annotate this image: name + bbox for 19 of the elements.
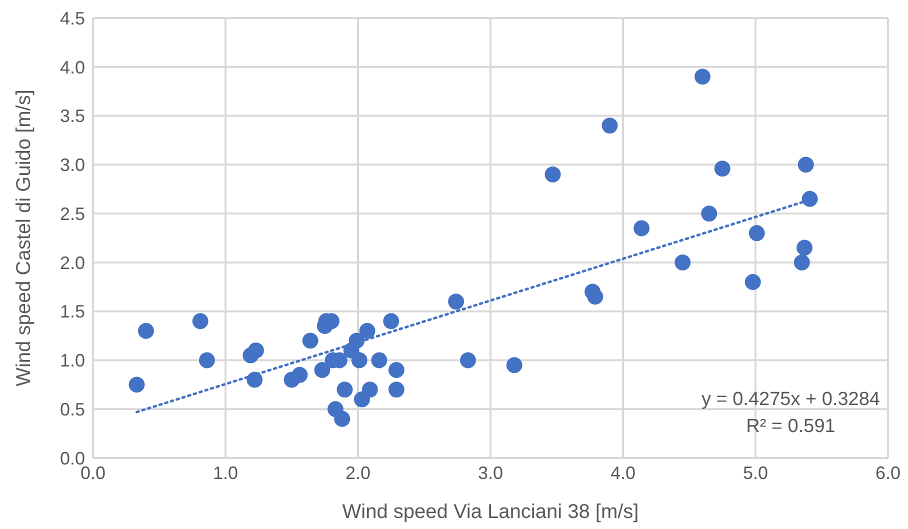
x-tick-label: 5.0 xyxy=(742,462,768,483)
annotation: R² = 0.591 xyxy=(746,416,836,437)
y-tick-label: 0.5 xyxy=(60,400,85,420)
x-axis-title: Wind speed Via Lanciani 38 [m/s] xyxy=(342,501,639,523)
y-tick-label: 4.5 xyxy=(60,8,85,28)
y-tick-label: 1.5 xyxy=(60,302,85,322)
x-tick-label: 6.0 xyxy=(875,462,901,483)
x-tick-label: 1.0 xyxy=(212,462,238,483)
x-tick-label: 4.0 xyxy=(610,462,636,483)
y-tick-label: 2.5 xyxy=(60,204,85,224)
y-tick-label: 3.5 xyxy=(60,106,85,126)
y-tick-label: 1.0 xyxy=(60,350,85,371)
y-tick-label: 4.0 xyxy=(60,57,85,78)
y-tick-label: 2.0 xyxy=(60,252,85,273)
y-tick-label: 3.0 xyxy=(60,155,85,176)
x-tick-label: 3.0 xyxy=(478,462,504,483)
x-tick-label: 2.0 xyxy=(345,462,371,483)
annotation: y = 0.4275x + 0.3284 xyxy=(701,389,880,410)
y-axis-title: Wind speed Castel di Guido [m/s] xyxy=(13,90,36,386)
